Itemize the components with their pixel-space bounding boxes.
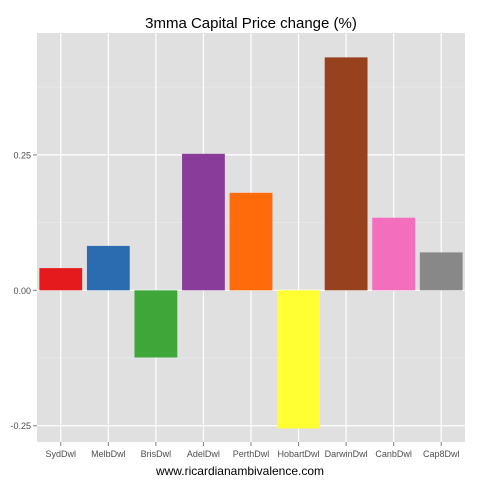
x-tick-label: MelbDwl bbox=[91, 449, 126, 459]
bar-adeldwl bbox=[182, 153, 225, 291]
y-tick-label: 0.00 bbox=[13, 286, 31, 296]
source-url: www.ricardianambivalence.com bbox=[155, 464, 324, 478]
x-tick-label: CanbDwl bbox=[375, 449, 412, 459]
x-tick-label: DarwinDwl bbox=[325, 449, 368, 459]
x-tick-label: Cap8Dwl bbox=[423, 449, 460, 459]
bar-melbdwl bbox=[86, 245, 130, 291]
x-tick-label: PerthDwl bbox=[233, 449, 270, 459]
x-tick-label: AdelDwl bbox=[187, 449, 220, 459]
bar-syddwl bbox=[39, 268, 83, 291]
bar-perthdwl bbox=[229, 192, 273, 291]
y-tick-label: -0.25 bbox=[10, 421, 31, 431]
bar-canbdwl bbox=[372, 217, 416, 291]
bar-cap8dwl bbox=[419, 252, 463, 291]
bar-hobartdwl bbox=[277, 290, 320, 429]
x-tick-label: BrisDwl bbox=[141, 449, 172, 459]
bar-brisdwl bbox=[134, 290, 178, 358]
x-tick-label: SydDwl bbox=[46, 449, 77, 459]
chart-title: 3mma Capital Price change (%) bbox=[145, 15, 357, 32]
y-tick-label: 0.25 bbox=[13, 150, 31, 160]
bar-darwindwl bbox=[324, 57, 368, 291]
x-tick-label: HobartDwl bbox=[278, 449, 320, 459]
